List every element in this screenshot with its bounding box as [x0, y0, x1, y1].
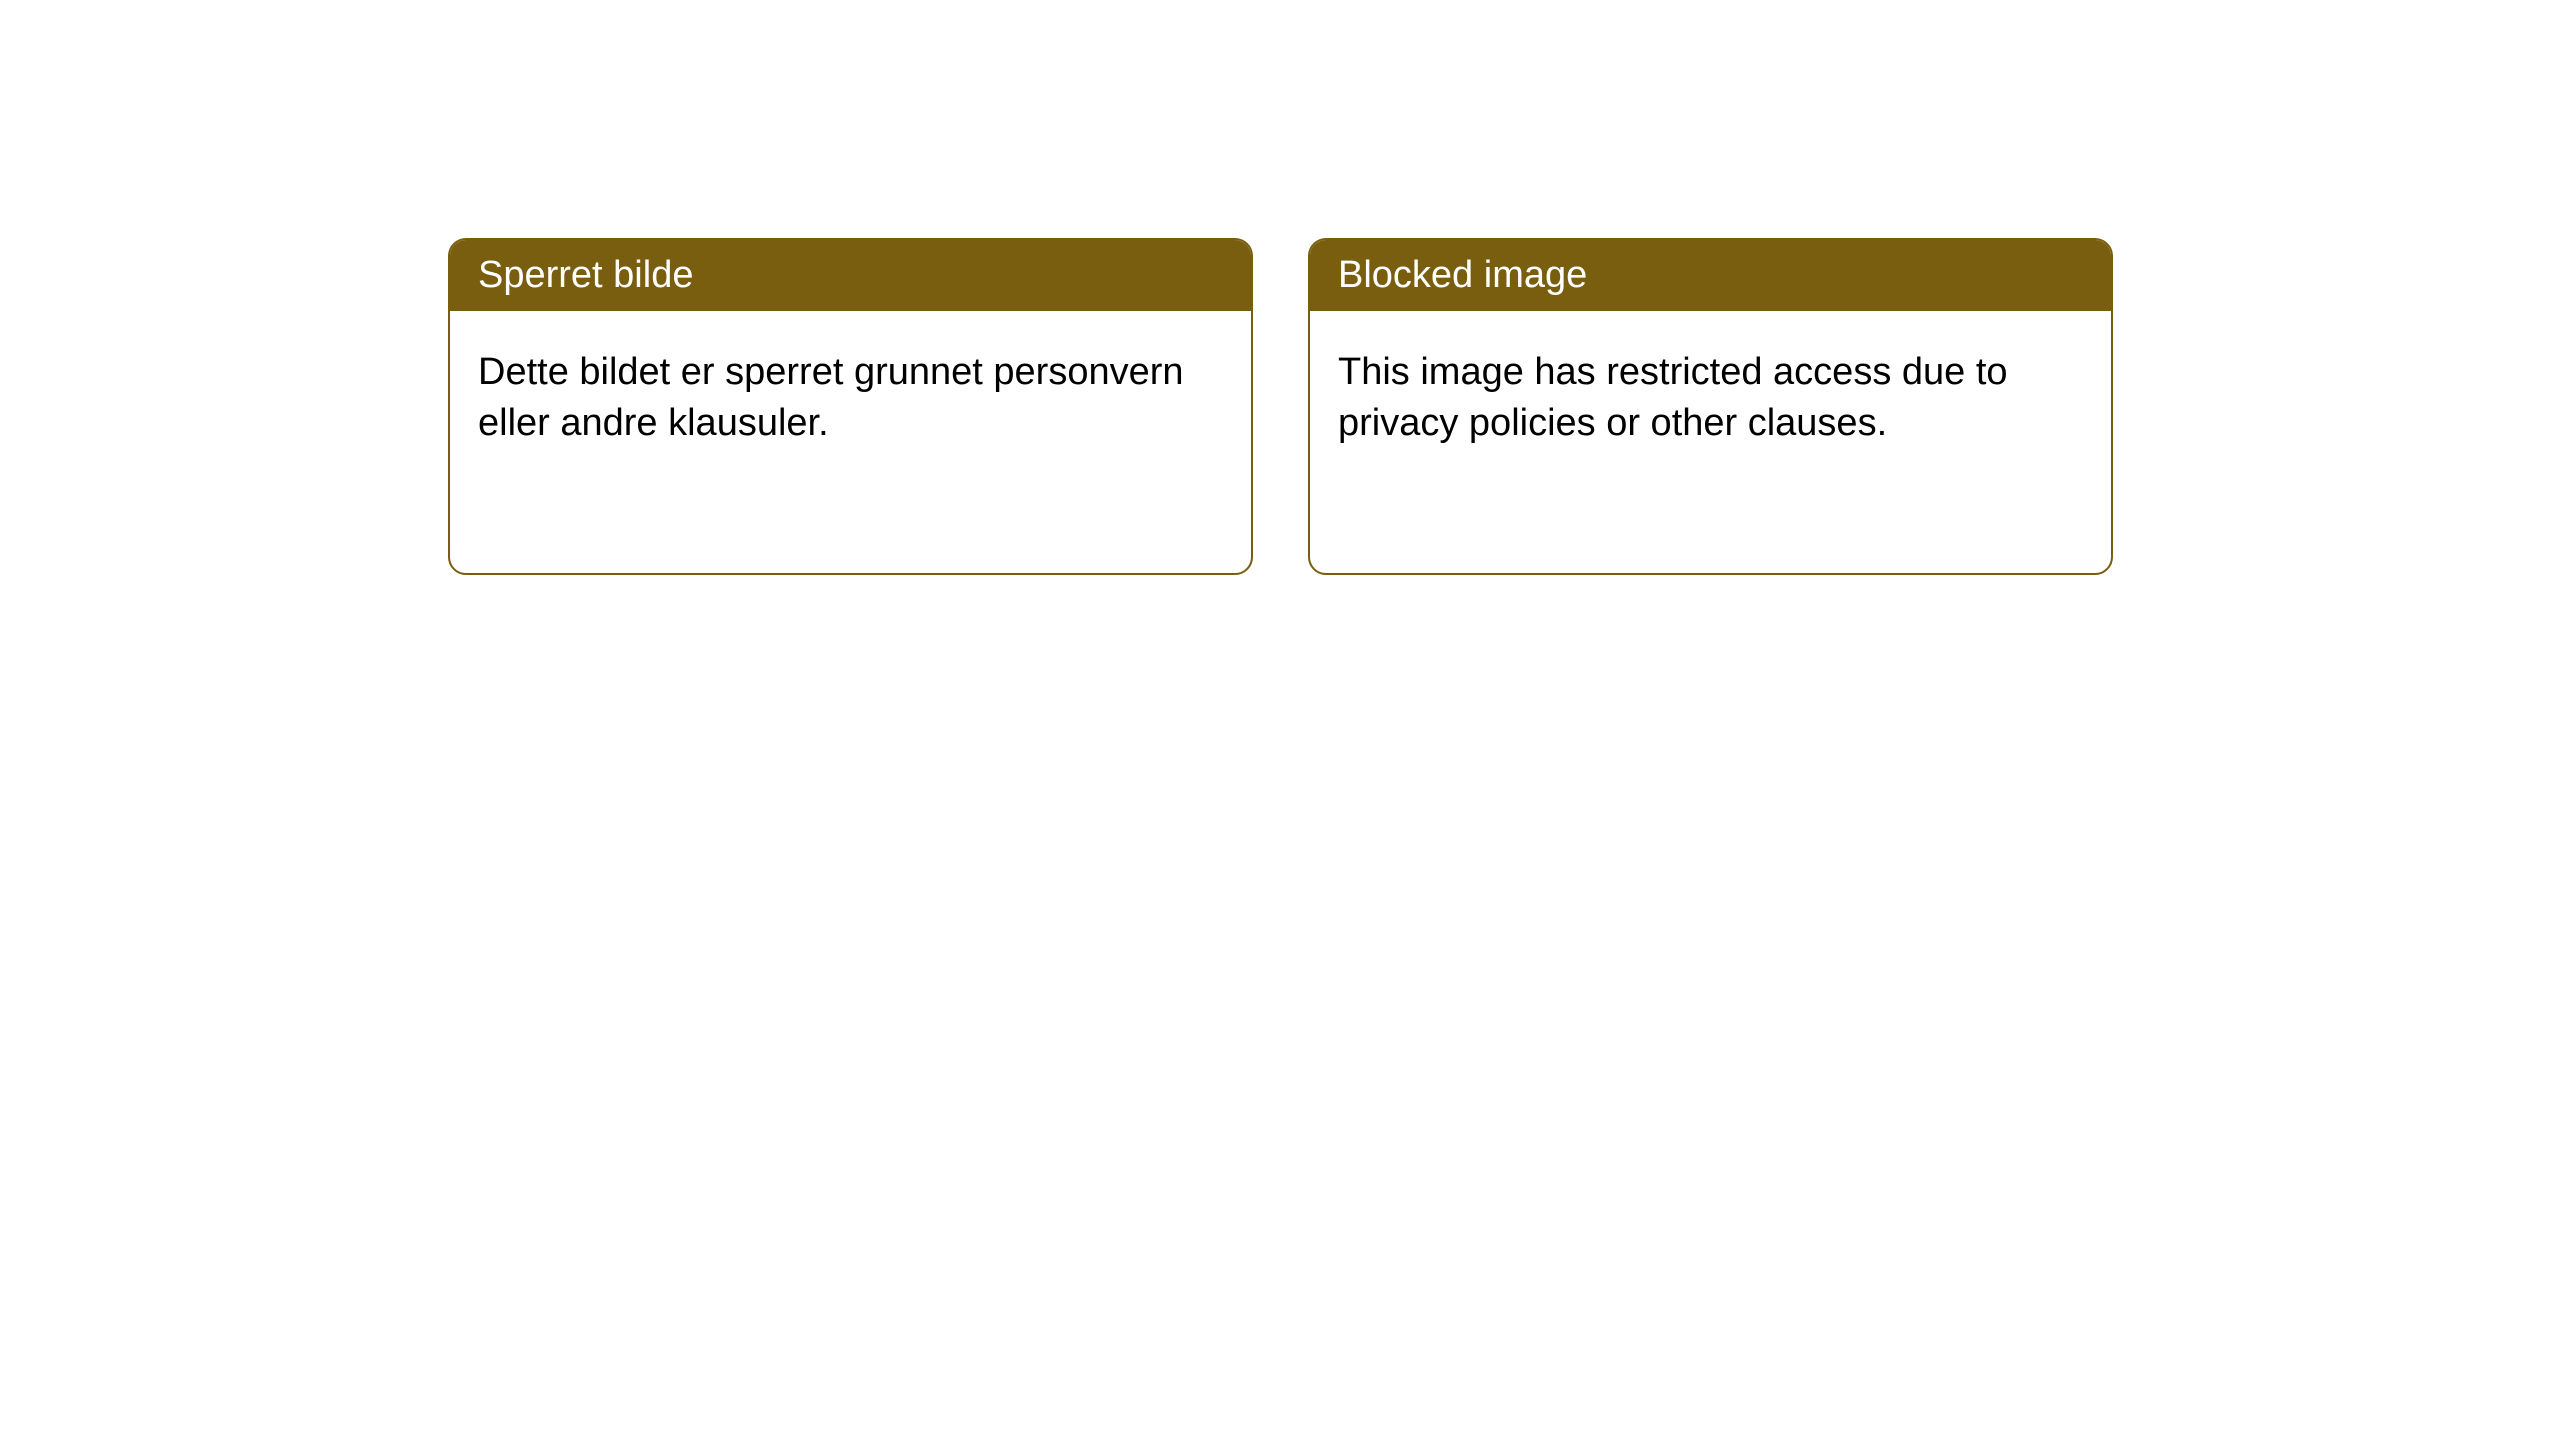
- card-body: This image has restricted access due to …: [1310, 311, 2111, 486]
- card-body-text: Dette bildet er sperret grunnet personve…: [478, 351, 1184, 444]
- card-title: Blocked image: [1338, 254, 1587, 296]
- notice-card-english: Blocked image This image has restricted …: [1308, 238, 2113, 575]
- card-title: Sperret bilde: [478, 254, 693, 296]
- card-header: Blocked image: [1310, 240, 2111, 311]
- card-body: Dette bildet er sperret grunnet personve…: [450, 311, 1251, 486]
- card-header: Sperret bilde: [450, 240, 1251, 311]
- notice-card-container: Sperret bilde Dette bildet er sperret gr…: [448, 238, 2113, 575]
- notice-card-norwegian: Sperret bilde Dette bildet er sperret gr…: [448, 238, 1253, 575]
- card-body-text: This image has restricted access due to …: [1338, 351, 2008, 444]
